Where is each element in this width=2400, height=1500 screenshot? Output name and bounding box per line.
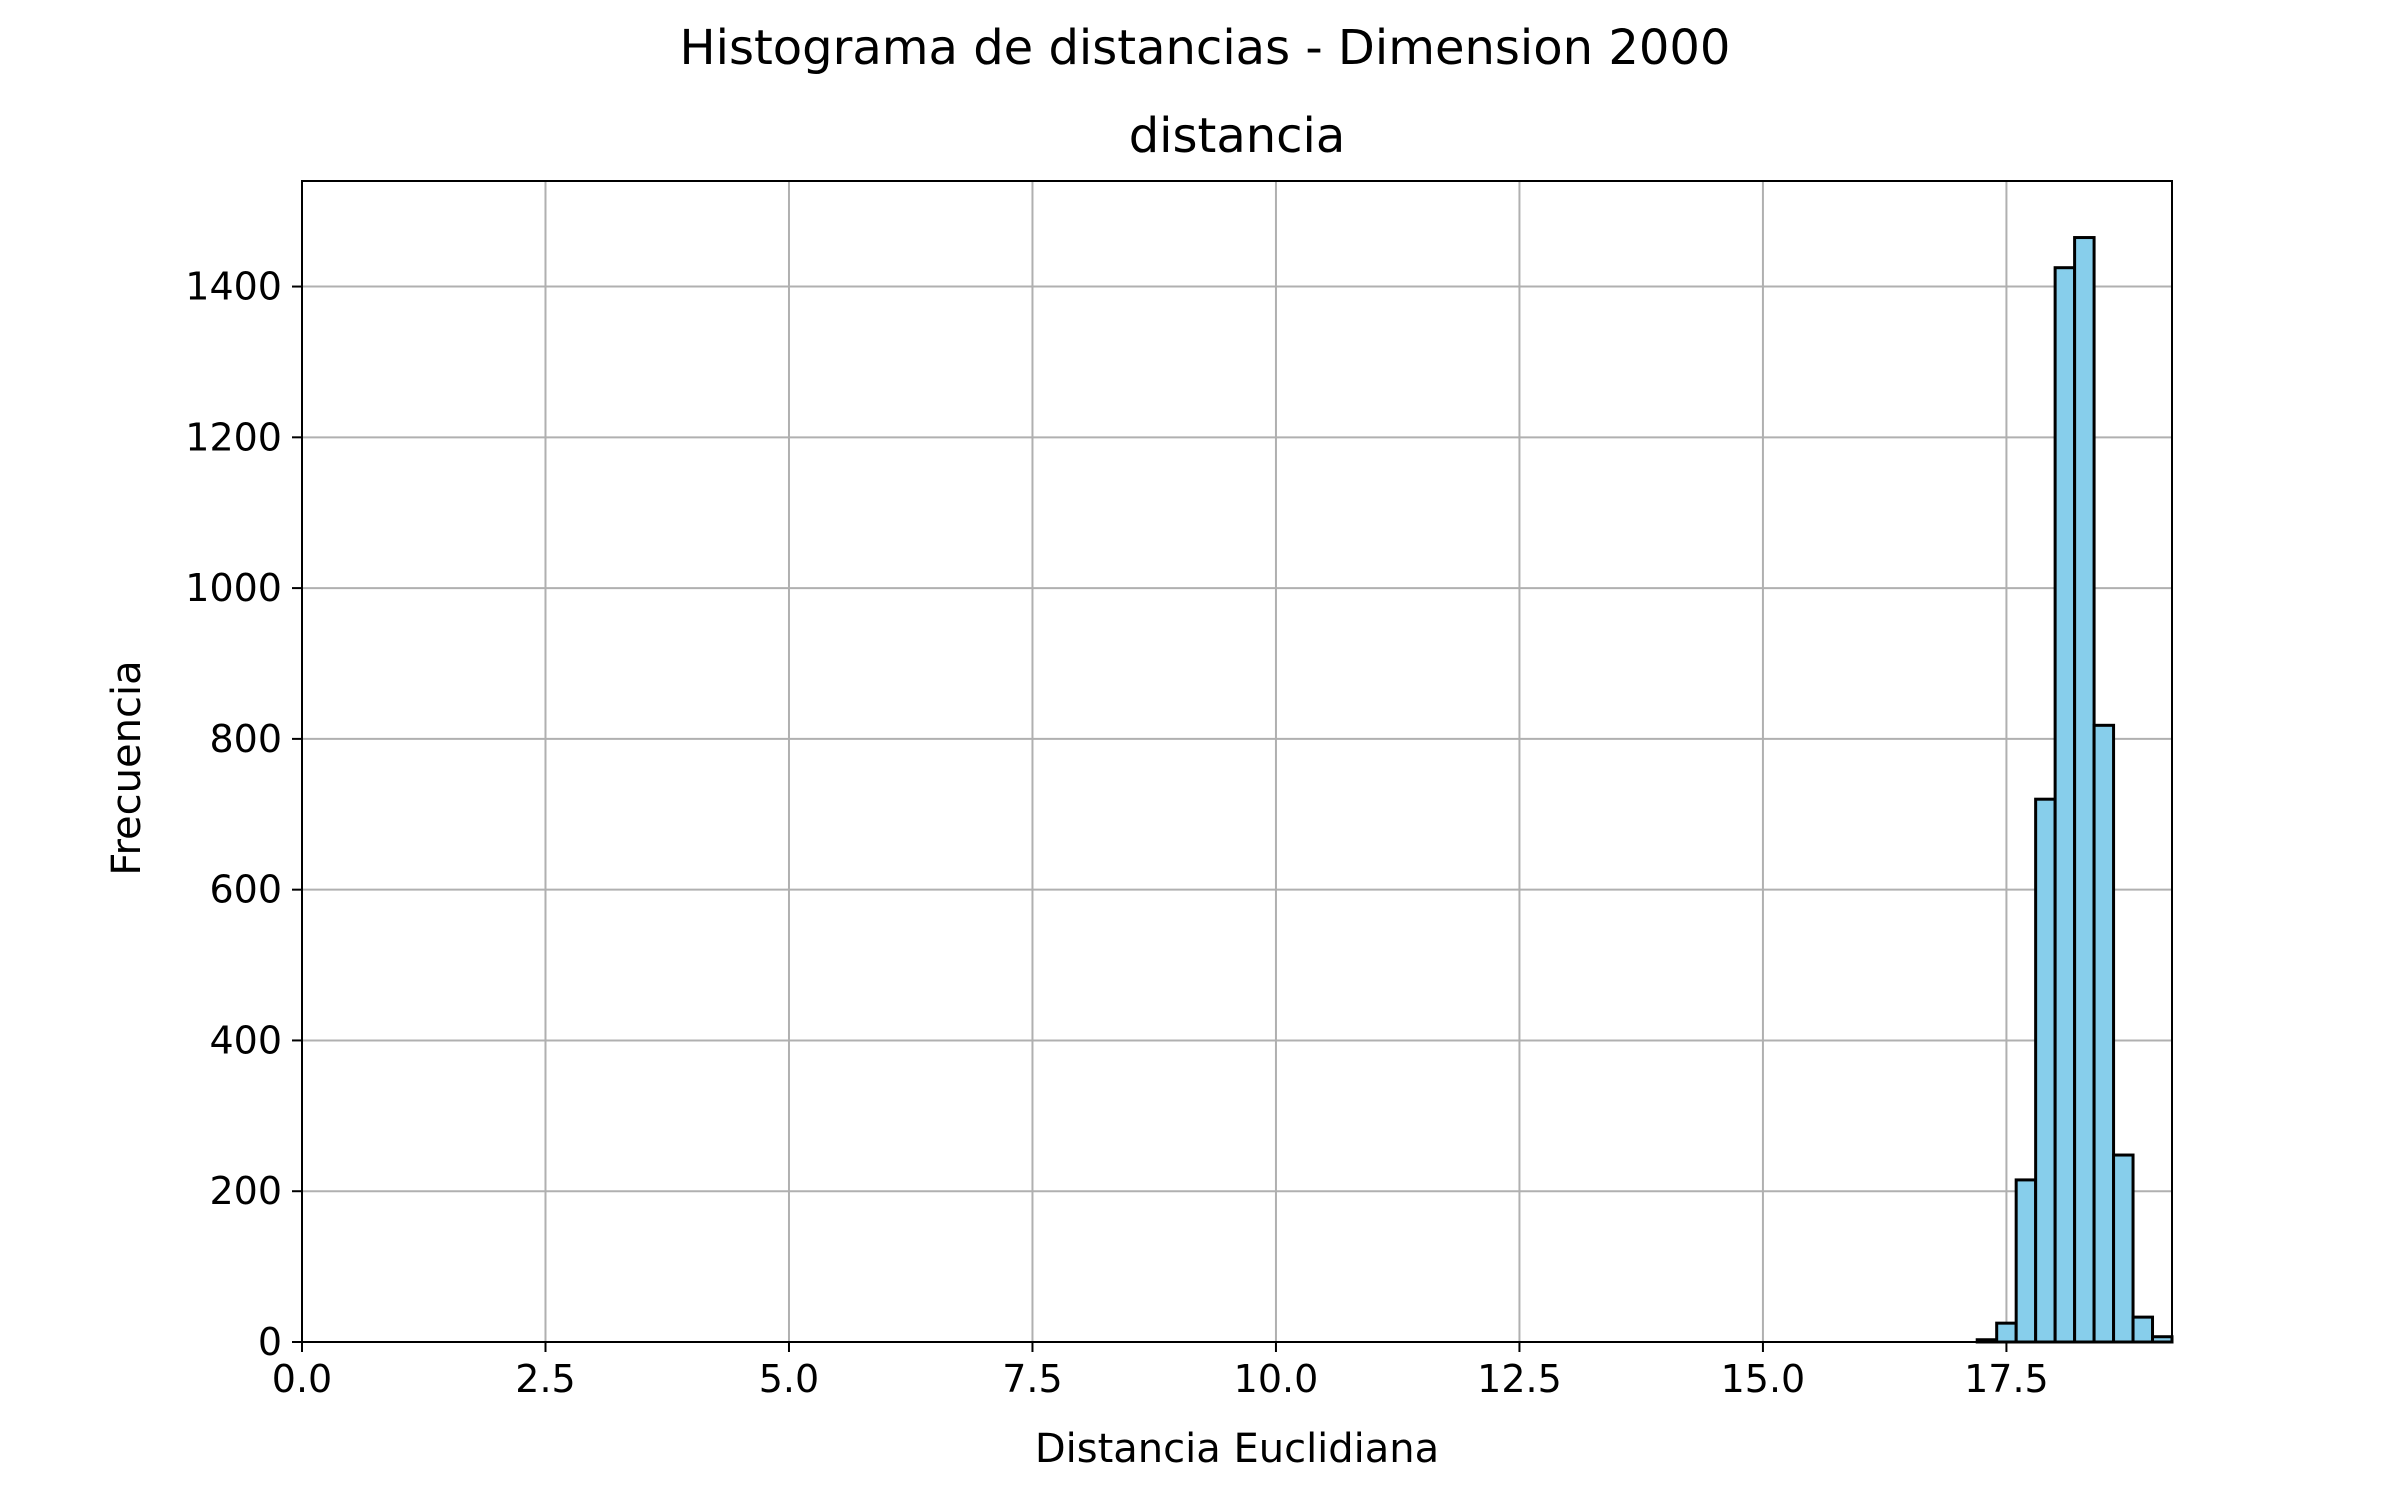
y-tick-label-6: 1200	[185, 415, 282, 459]
y-tick-label-4: 800	[209, 717, 282, 761]
y-tick-label-1: 200	[209, 1169, 282, 1213]
plot-frame	[301, 180, 2173, 1343]
histogram-bar-2	[2014, 1178, 2038, 1344]
x-tick-label-3: 7.5	[1002, 1357, 1062, 1401]
histogram-bar-4	[2053, 266, 2077, 1344]
y-tick-label-2: 400	[209, 1018, 282, 1062]
chart-subtitle: distancia	[1129, 108, 1346, 164]
x-tick-label-2: 5.0	[759, 1357, 819, 1401]
chart-title: Histograma de distancias - Dimension 200…	[680, 20, 1731, 76]
x-tick-label-4: 10.0	[1234, 1357, 1319, 1401]
histogram-bar-8	[2131, 1315, 2155, 1344]
y-axis-label: Frecuencia	[104, 660, 150, 875]
x-axis-label: Distancia Euclidiana	[1035, 1426, 1439, 1472]
x-ticks-layer: 0.0 2.5 5.0 7.5 10.0 12.5 15.0 17.5	[272, 1342, 2049, 1401]
y-ticks-layer: 0 200 400 600 800 1000 1200 1400	[185, 265, 302, 1364]
x-tick-label-1: 2.5	[515, 1357, 575, 1401]
y-tick-label-7: 1400	[185, 265, 282, 309]
x-tick-label-6: 15.0	[1721, 1357, 1806, 1401]
y-tick-label-3: 600	[209, 868, 282, 912]
bars-layer	[1975, 236, 2174, 1344]
histogram-bar-6	[2092, 723, 2116, 1344]
y-tick-label-5: 1000	[185, 566, 282, 610]
x-tick-label-0: 0.0	[272, 1357, 332, 1401]
x-tick-label-7: 17.5	[1964, 1357, 2049, 1401]
y-tick-label-0: 0	[258, 1320, 282, 1364]
histogram-bar-3	[2034, 797, 2057, 1344]
histogram-bar-1	[1995, 1321, 2018, 1344]
x-tick-label-5: 12.5	[1477, 1357, 1562, 1401]
histogram-bar-5	[2073, 236, 2096, 1344]
histogram-bar-7	[2112, 1153, 2135, 1344]
